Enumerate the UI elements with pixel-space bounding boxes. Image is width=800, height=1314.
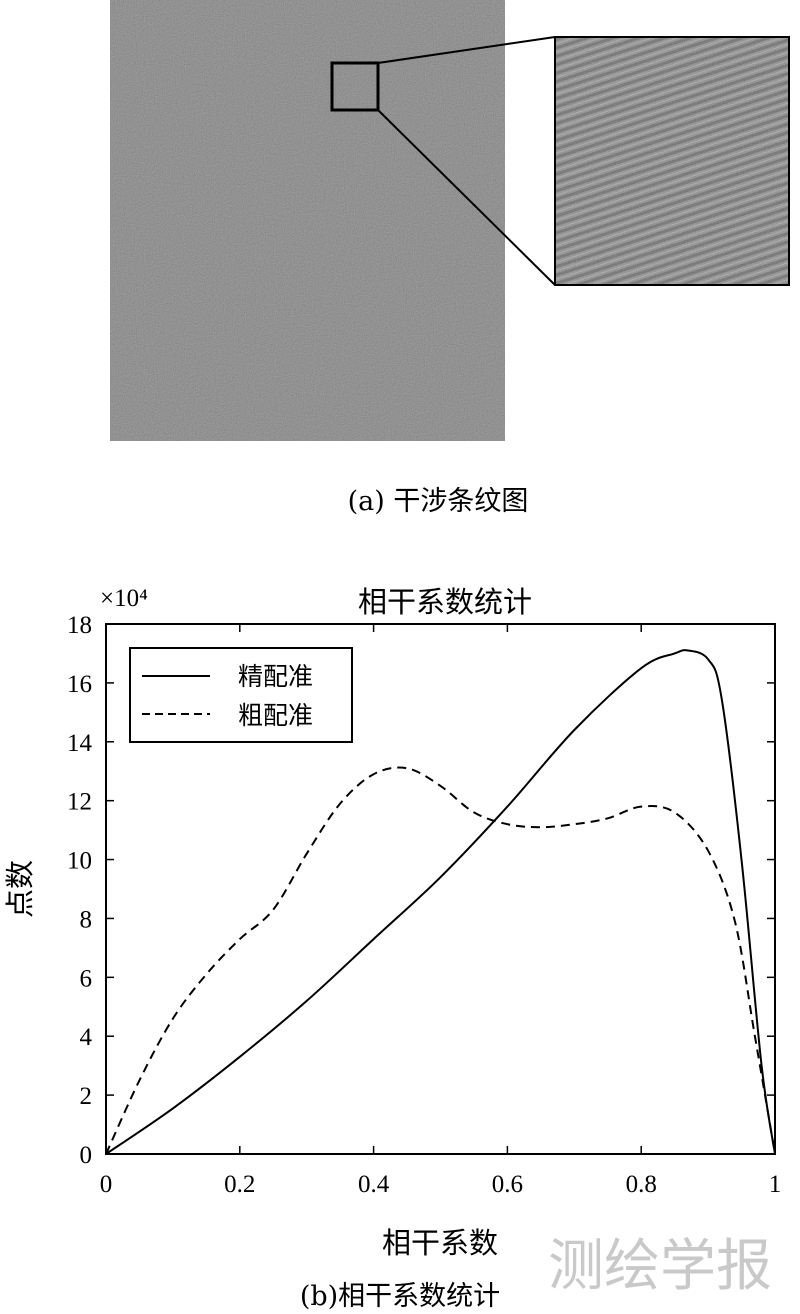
panel-a-caption: (a) 干涉条纹图	[348, 486, 529, 517]
coherence-chart: 相干系数统计 ×10⁴ 0 0.2 0.4 0.6 0.8 1 0 2 4 6 8 10 12 14 16…	[3, 585, 781, 1312]
zoom-connector-bottom	[377, 109, 556, 286]
y-tick-label: 8	[80, 906, 93, 933]
y-tick-label: 12	[67, 789, 92, 816]
zoomed-inset	[554, 36, 790, 286]
y-tick-label: 0	[80, 1142, 93, 1169]
series-line-fine	[105, 649, 776, 1155]
y-tick-label: 10	[67, 848, 92, 875]
series-line-coarse	[105, 766, 776, 1155]
x-tick-label: 1	[769, 1171, 782, 1198]
y-tick-label: 18	[67, 612, 92, 639]
y-tick-label: 14	[67, 730, 93, 757]
y-tick-label: 6	[80, 965, 93, 992]
legend-box	[129, 647, 353, 743]
x-axis-label: 相干系数	[382, 1226, 498, 1260]
plot-area	[105, 623, 776, 1155]
legend-label-fine: 精配准	[238, 662, 313, 691]
legend: 精配准 粗配准	[129, 647, 353, 743]
y-axis: 0 2 4 6 8 10 12 14 16 18	[67, 612, 775, 1169]
chart-title: 相干系数统计	[358, 585, 532, 619]
y-scale-label: ×10⁴	[100, 585, 148, 612]
x-tick-label: 0.4	[358, 1171, 390, 1198]
zoom-connector-top	[377, 36, 556, 64]
x-tick-label: 0.2	[224, 1171, 255, 1198]
zoom-selection-box	[330, 61, 380, 112]
legend-label-coarse: 粗配准	[238, 701, 313, 730]
panel-b-caption: (b)相干系数统计	[300, 1281, 500, 1312]
y-tick-label: 16	[67, 671, 92, 698]
x-tick-label: 0.8	[626, 1171, 657, 1198]
y-tick-label: 2	[80, 1083, 93, 1110]
y-tick-label: 4	[80, 1024, 93, 1051]
x-tick-label: 0	[100, 1171, 113, 1198]
journal-watermark: 测绘学报	[548, 1234, 772, 1299]
x-tick-label: 0.6	[492, 1171, 523, 1198]
series-lines	[105, 649, 776, 1155]
interferogram-panel: (a) 干涉条纹图	[110, 0, 790, 517]
y-axis-label: 点数	[3, 860, 37, 918]
x-axis: 0 0.2 0.4 0.6 0.8 1	[100, 624, 782, 1198]
